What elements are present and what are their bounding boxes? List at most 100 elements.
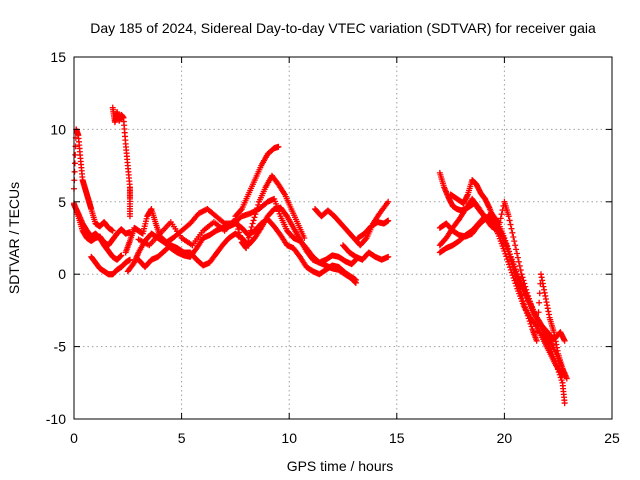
data-points <box>71 104 570 407</box>
data-point <box>507 221 514 228</box>
data-point <box>505 213 512 220</box>
data-point <box>243 245 250 252</box>
y-tick-label: 15 <box>50 49 66 65</box>
x-axis-label: GPS time / hours <box>287 458 394 474</box>
y-tick-label: 0 <box>58 266 66 282</box>
data-point <box>254 205 261 212</box>
data-point <box>525 292 532 299</box>
data-point <box>385 198 392 205</box>
data-point <box>234 222 241 229</box>
series-track-8 <box>135 204 359 270</box>
data-point <box>246 231 253 238</box>
data-point <box>510 233 517 240</box>
data-point <box>506 217 513 224</box>
data-point <box>236 229 243 236</box>
data-point <box>523 286 530 293</box>
data-point <box>525 295 532 302</box>
series-track-13 <box>355 217 392 241</box>
data-point <box>558 377 565 384</box>
data-point <box>245 234 252 241</box>
data-point <box>503 242 510 249</box>
data-point <box>498 211 505 218</box>
data-point <box>529 306 536 313</box>
series-track-5 <box>109 104 133 220</box>
series-track-4 <box>88 253 133 278</box>
x-tick-label: 20 <box>497 430 513 446</box>
data-point <box>237 207 244 214</box>
data-point <box>385 217 392 224</box>
data-point <box>536 299 543 306</box>
data-point <box>362 236 369 243</box>
data-point <box>71 168 78 175</box>
data-point <box>506 251 513 258</box>
y-tick-label: 5 <box>58 194 66 210</box>
data-point <box>509 272 516 279</box>
data-point <box>526 298 533 305</box>
data-point <box>237 232 244 239</box>
series-track-3 <box>71 201 125 263</box>
series-track-1 <box>71 126 116 234</box>
data-point <box>514 250 521 257</box>
y-tick-label: 10 <box>50 121 66 137</box>
chart-title: Day 185 of 2024, Sidereal Day-to-day VTE… <box>90 20 596 36</box>
data-point <box>385 253 392 260</box>
data-point <box>505 258 512 265</box>
data-point <box>244 241 251 248</box>
data-point <box>524 289 531 296</box>
data-point <box>248 224 255 231</box>
data-point <box>501 248 508 255</box>
series-track-7 <box>124 216 359 283</box>
data-point <box>520 277 527 284</box>
data-point <box>527 300 534 307</box>
data-point <box>516 262 523 269</box>
data-point <box>535 309 542 316</box>
data-point <box>301 235 308 241</box>
x-tick-label: 10 <box>281 430 297 446</box>
data-point <box>511 277 518 284</box>
data-point <box>506 261 513 268</box>
plot-frame <box>73 56 613 420</box>
data-point <box>528 323 535 330</box>
data-point <box>118 252 125 259</box>
data-point <box>519 274 526 281</box>
series-track-10 <box>232 143 282 220</box>
y-tick-label: -10 <box>46 411 66 427</box>
data-point <box>522 283 529 290</box>
data-point <box>251 214 258 221</box>
data-point <box>512 280 519 287</box>
data-point <box>126 256 133 263</box>
data-point <box>245 238 252 245</box>
data-point <box>528 303 535 310</box>
data-point <box>515 258 522 265</box>
data-point <box>559 372 566 379</box>
data-point <box>507 254 514 261</box>
series-track-18 <box>436 213 566 379</box>
data-point <box>561 400 568 407</box>
series-track-17 <box>447 177 570 382</box>
series-track-12 <box>340 242 392 263</box>
data-point <box>275 143 282 150</box>
data-point <box>533 337 540 344</box>
data-point <box>507 266 514 273</box>
axes: 0 5 10 15 20 25 -10 -5 0 5 10 15 <box>46 49 620 446</box>
data-point <box>512 242 519 249</box>
y-tick-label: -5 <box>54 339 67 355</box>
data-point <box>508 257 515 264</box>
data-point <box>71 160 78 167</box>
data-point <box>497 215 504 222</box>
data-point <box>255 201 262 208</box>
data-point <box>252 211 259 218</box>
data-point <box>521 280 528 287</box>
data-point <box>532 322 539 329</box>
data-point <box>514 254 521 261</box>
data-point <box>247 227 254 234</box>
x-tick-label: 15 <box>389 430 405 446</box>
x-tick-label: 5 <box>178 430 186 446</box>
data-point <box>510 274 517 281</box>
data-point <box>503 253 510 260</box>
data-point <box>126 213 133 220</box>
data-point <box>513 246 520 253</box>
data-point <box>235 226 242 233</box>
data-point <box>508 225 515 232</box>
